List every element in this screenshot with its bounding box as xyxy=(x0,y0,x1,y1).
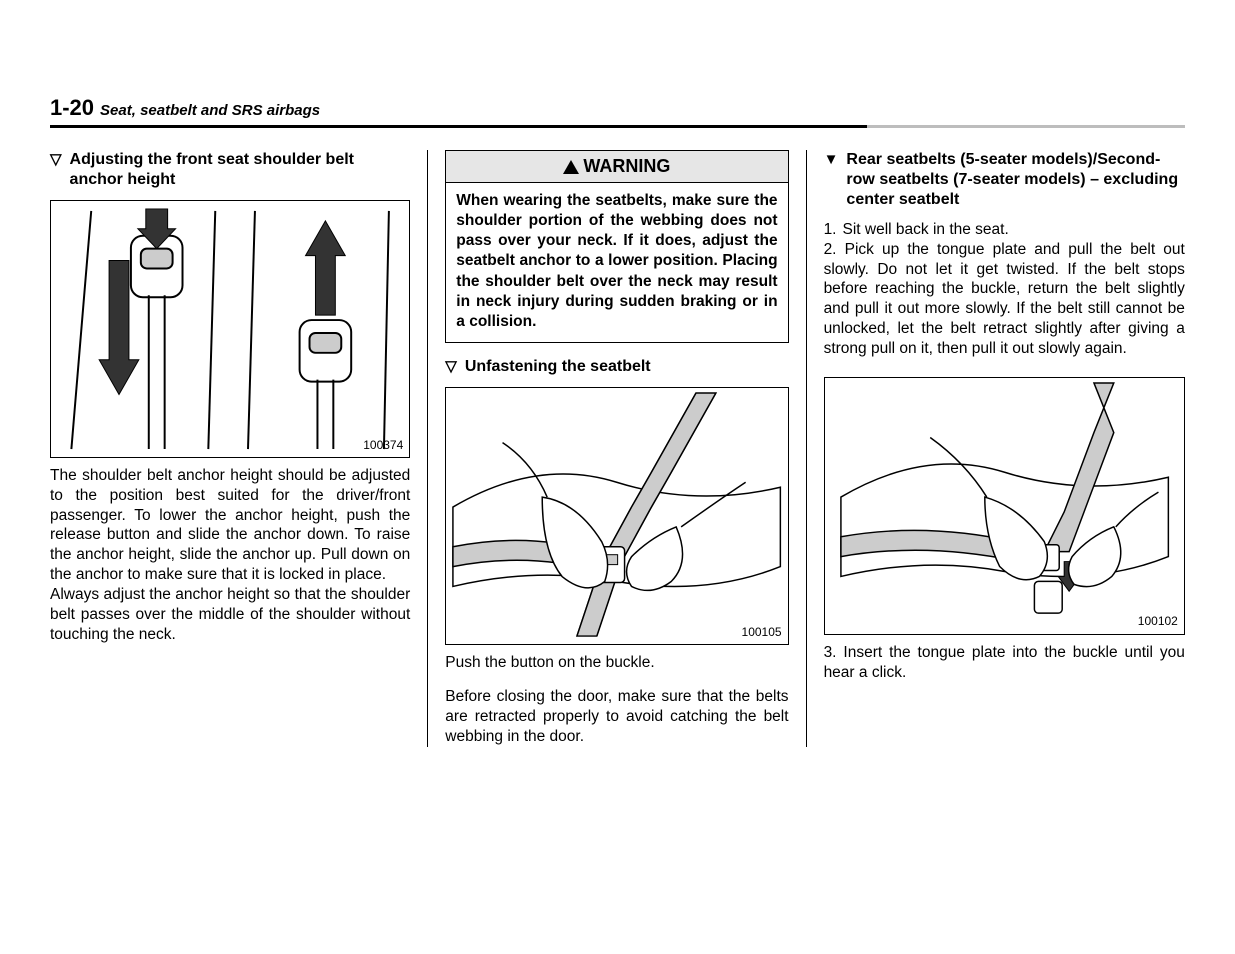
section-heading-rear-seatbelts: ▼ Rear seatbelts (5-seater models)/Secon… xyxy=(824,150,1185,210)
warning-triangle-icon xyxy=(563,160,579,174)
page-header: 1-20 Seat, seatbelt and SRS airbags xyxy=(50,95,1185,128)
paragraph: Before closing the door, make sure that … xyxy=(445,687,788,746)
step-text: Sit well back in the seat. xyxy=(843,220,1009,240)
paragraph: The shoulder belt anchor height should b… xyxy=(50,466,410,585)
warning-box: WARNING When wearing the seatbelts, make… xyxy=(445,150,788,343)
paragraph: Always adjust the anchor height so that … xyxy=(50,585,410,644)
unfasten-illustration xyxy=(446,388,787,644)
column-3: ▼ Rear seatbelts (5-seater models)/Secon… xyxy=(807,150,1185,747)
figure-id: 100105 xyxy=(742,625,782,640)
warning-label: WARNING xyxy=(583,155,670,178)
list-item: 1. Sit well back in the seat. xyxy=(824,220,1185,240)
figure-anchor-adjust: 100374 xyxy=(50,200,410,458)
step-2-paragraph: 2. Pick up the tongue plate and pull the… xyxy=(824,240,1185,359)
content-columns: ▽ Adjusting the front seat shoulder belt… xyxy=(50,150,1185,747)
figure-insert-buckle: 100102 xyxy=(824,377,1185,635)
heading-text: Adjusting the front seat shoulder belt a… xyxy=(70,150,411,190)
body-text-unfasten: Push the button on the buckle. Before cl… xyxy=(445,653,788,746)
triangle-solid-icon: ▼ xyxy=(824,150,839,170)
section-heading-anchor-height: ▽ Adjusting the front seat shoulder belt… xyxy=(50,150,410,190)
triangle-outline-icon: ▽ xyxy=(445,357,457,377)
body-text-anchor: The shoulder belt anchor height should b… xyxy=(50,466,410,644)
anchor-adjust-illustration xyxy=(51,201,409,457)
body-text-rear: 1. Sit well back in the seat. 2. Pick up… xyxy=(824,220,1185,359)
figure-id: 100374 xyxy=(363,438,403,453)
step-text: Insert the tongue plate into the buckle … xyxy=(824,644,1185,681)
insert-buckle-illustration xyxy=(825,378,1184,634)
heading-text: Unfastening the seatbelt xyxy=(465,357,651,377)
step-3-paragraph: 3. Insert the tongue plate into the buck… xyxy=(824,643,1185,683)
warning-body: When wearing the seatbelts, make sure th… xyxy=(446,183,787,342)
step-number: 3. xyxy=(824,644,837,661)
warning-title: WARNING xyxy=(446,151,787,183)
step-number: 2. xyxy=(824,241,837,258)
manual-page: 1-20 Seat, seatbelt and SRS airbags ▽ Ad… xyxy=(0,0,1235,797)
body-text-step3: 3. Insert the tongue plate into the buck… xyxy=(824,643,1185,683)
figure-id: 100102 xyxy=(1138,614,1178,629)
section-heading-unfasten: ▽ Unfastening the seatbelt xyxy=(445,357,788,377)
heading-text: Rear seatbelts (5-seater models)/Second-… xyxy=(846,150,1184,210)
column-1: ▽ Adjusting the front seat shoulder belt… xyxy=(50,150,428,747)
chapter-title: Seat, seatbelt and SRS airbags xyxy=(100,102,320,119)
figure-unfasten: 100105 xyxy=(445,387,788,645)
triangle-outline-icon: ▽ xyxy=(50,150,62,170)
step-number: 1. xyxy=(824,220,837,240)
column-2: WARNING When wearing the seatbelts, make… xyxy=(428,150,806,747)
step-text: Pick up the tongue plate and pull the be… xyxy=(824,241,1185,357)
paragraph: Push the button on the buckle. xyxy=(445,653,788,673)
page-number: 1-20 xyxy=(50,95,94,121)
